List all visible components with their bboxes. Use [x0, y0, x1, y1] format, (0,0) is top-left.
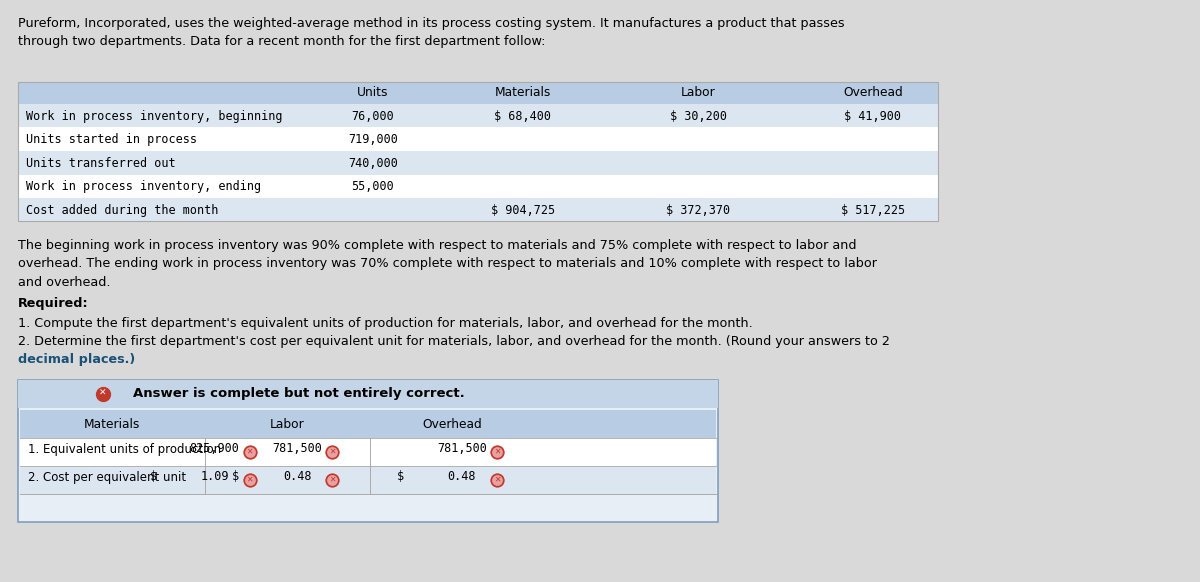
Text: 1. Equivalent units of production: 1. Equivalent units of production: [28, 442, 221, 456]
Text: Units transferred out: Units transferred out: [26, 157, 175, 170]
Text: 2. Determine the first department's cost per equivalent unit for materials, labo: 2. Determine the first department's cost…: [18, 335, 890, 349]
FancyBboxPatch shape: [18, 104, 938, 127]
Text: $ 904,725: $ 904,725: [491, 204, 556, 217]
FancyBboxPatch shape: [18, 198, 938, 222]
Text: Work in process inventory, ending: Work in process inventory, ending: [26, 180, 262, 193]
Text: 781,500: 781,500: [272, 442, 322, 456]
FancyBboxPatch shape: [18, 379, 718, 407]
Text: ✕: ✕: [246, 475, 253, 484]
Text: 1. Compute the first department's equivalent units of production for materials, : 1. Compute the first department's equiva…: [18, 318, 752, 331]
Text: ✕: ✕: [494, 447, 500, 456]
Text: Pureform, Incorporated, uses the weighted-average method in its process costing : Pureform, Incorporated, uses the weighte…: [18, 17, 845, 48]
FancyBboxPatch shape: [20, 410, 716, 438]
Text: $ 30,200: $ 30,200: [670, 110, 726, 123]
Text: Required:: Required:: [18, 297, 89, 311]
Text: Labor: Labor: [270, 417, 305, 431]
Text: ✕: ✕: [494, 475, 500, 484]
Text: decimal places.): decimal places.): [18, 353, 136, 367]
Text: ✕: ✕: [100, 389, 107, 398]
Text: The beginning work in process inventory was 90% complete with respect to materia: The beginning work in process inventory …: [18, 240, 877, 289]
Text: 825,900: 825,900: [190, 442, 240, 456]
Text: 55,000: 55,000: [352, 180, 395, 193]
Text: $: $: [150, 470, 157, 484]
FancyBboxPatch shape: [18, 175, 938, 198]
Text: $: $: [397, 470, 404, 484]
Text: Units: Units: [358, 86, 389, 99]
FancyBboxPatch shape: [20, 438, 716, 466]
FancyBboxPatch shape: [18, 127, 938, 151]
Text: 0.48: 0.48: [283, 470, 311, 484]
Text: Labor: Labor: [680, 86, 715, 99]
Text: Work in process inventory, beginning: Work in process inventory, beginning: [26, 110, 282, 123]
FancyBboxPatch shape: [18, 82, 938, 104]
Text: 76,000: 76,000: [352, 110, 395, 123]
Text: ✕: ✕: [329, 447, 335, 456]
FancyBboxPatch shape: [18, 151, 938, 175]
Text: $ 68,400: $ 68,400: [494, 110, 552, 123]
Text: 2. Cost per equivalent unit: 2. Cost per equivalent unit: [28, 470, 186, 484]
FancyBboxPatch shape: [18, 379, 718, 521]
Text: 719,000: 719,000: [348, 133, 398, 147]
Text: Overhead: Overhead: [844, 86, 902, 99]
Text: 781,500: 781,500: [437, 442, 487, 456]
Text: Answer is complete but not entirely correct.: Answer is complete but not entirely corr…: [133, 387, 464, 400]
Text: Units started in process: Units started in process: [26, 133, 197, 147]
Text: $ 41,900: $ 41,900: [845, 110, 901, 123]
Text: Cost added during the month: Cost added during the month: [26, 204, 218, 217]
Text: Materials: Materials: [84, 417, 140, 431]
Text: Materials: Materials: [494, 86, 551, 99]
Text: Overhead: Overhead: [422, 417, 482, 431]
Bar: [18, 82, 938, 222]
Text: $ 372,370: $ 372,370: [666, 204, 730, 217]
Text: 0.48: 0.48: [448, 470, 476, 484]
Text: 1.09: 1.09: [200, 470, 229, 484]
Text: $: $: [232, 470, 239, 484]
Text: $ 517,225: $ 517,225: [841, 204, 905, 217]
FancyBboxPatch shape: [20, 466, 716, 494]
Text: ✕: ✕: [246, 447, 253, 456]
Text: 740,000: 740,000: [348, 157, 398, 170]
Text: ✕: ✕: [329, 475, 335, 484]
